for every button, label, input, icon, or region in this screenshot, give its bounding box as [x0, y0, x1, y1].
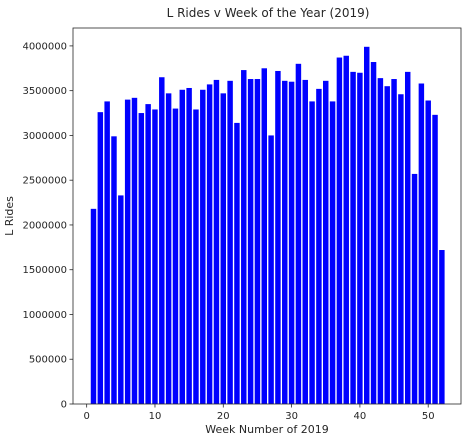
- bar-week-17: [200, 89, 206, 405]
- bar-week-4: [111, 136, 117, 404]
- bar-week-35: [323, 80, 329, 404]
- y-tick-label: 1500000: [22, 265, 67, 276]
- plot-frame: [72, 27, 462, 405]
- bar-week-19: [213, 79, 220, 405]
- y-tick-label: 500000: [29, 355, 67, 366]
- bar-week-14: [179, 89, 186, 405]
- bar-week-6: [124, 99, 131, 405]
- x-tick-label: 50: [422, 411, 435, 422]
- y-tick-label: 3000000: [22, 131, 67, 142]
- bar-week-40: [357, 72, 363, 404]
- bar-week-33: [309, 101, 315, 404]
- chart-title: L Rides v Week of the Year (2019): [167, 6, 370, 20]
- bar-week-34: [316, 88, 322, 404]
- bar-week-49: [418, 83, 425, 404]
- bar-week-20: [220, 93, 227, 404]
- bar-week-23: [241, 70, 247, 404]
- bar-week-47: [404, 71, 411, 405]
- bar-week-10: [152, 109, 158, 404]
- bar-week-45: [391, 79, 397, 404]
- bar-week-18: [206, 84, 213, 405]
- bar-week-2: [97, 112, 104, 405]
- y-tick-label: 4000000: [22, 41, 67, 52]
- bar-week-42: [370, 62, 377, 405]
- bar-week-46: [398, 94, 404, 404]
- x-tick-label: 40: [354, 411, 367, 422]
- x-axis-title: Week Number of 2019: [205, 423, 328, 436]
- bar-week-22: [234, 122, 240, 405]
- y-tick-label: 1000000: [22, 310, 67, 321]
- x-tick-label: 30: [285, 411, 298, 422]
- bar-week-8: [138, 113, 145, 405]
- bar-week-44: [384, 86, 390, 404]
- x-tick-label: 10: [149, 411, 162, 422]
- bar-week-29: [282, 80, 288, 404]
- x-axis: 0 10 20 30 40 50: [83, 404, 435, 422]
- bar-week-30: [288, 81, 295, 405]
- bar-week-25: [254, 79, 261, 404]
- bar-week-48: [411, 173, 418, 404]
- bar-week-13: [172, 108, 179, 404]
- bar-week-51: [432, 114, 438, 404]
- bar-week-52: [439, 250, 445, 404]
- bar-week-31: [295, 63, 302, 405]
- y-tick-label: 2000000: [22, 220, 67, 231]
- bar-week-37: [336, 57, 343, 404]
- y-tick-label: 2500000: [22, 176, 67, 187]
- bar-week-27: [268, 135, 274, 404]
- bar-week-43: [377, 78, 384, 404]
- bar-week-9: [145, 104, 151, 404]
- bar-week-12: [165, 93, 172, 404]
- bar-week-38: [343, 55, 349, 404]
- bar-week-50: [425, 100, 431, 404]
- bar-week-16: [193, 109, 199, 404]
- x-tick-label: 20: [217, 411, 230, 422]
- bar-week-3: [104, 101, 110, 404]
- bar-week-24: [247, 79, 254, 404]
- bar-week-26: [261, 68, 267, 404]
- y-tick-label: 0: [61, 400, 67, 411]
- bar-week-21: [227, 80, 233, 404]
- bar-week-15: [186, 87, 192, 404]
- bars-group: [90, 46, 445, 405]
- bar-week-32: [302, 79, 308, 405]
- bar-week-11: [159, 77, 165, 405]
- y-axis-title: L Rides: [3, 196, 16, 236]
- bar-week-1: [90, 208, 97, 404]
- y-axis: 0 500000 1000000 1500000 2000000 2500000 30000…: [22, 41, 73, 411]
- x-tick-label: 0: [83, 411, 89, 422]
- bar-week-36: [329, 101, 336, 404]
- bar-week-5: [118, 195, 124, 404]
- bar-week-39: [350, 71, 356, 405]
- bar-week-41: [364, 46, 370, 405]
- y-tick-label: 3500000: [22, 86, 67, 97]
- bar-week-7: [131, 97, 138, 404]
- bar-week-28: [275, 70, 281, 404]
